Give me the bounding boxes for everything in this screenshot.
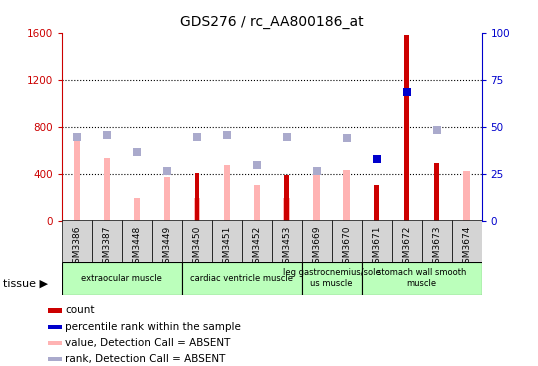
Bar bbox=[331, 220, 362, 262]
Bar bbox=[104, 158, 110, 221]
Text: GSM3673: GSM3673 bbox=[432, 226, 441, 269]
Text: GSM3450: GSM3450 bbox=[192, 226, 201, 269]
Text: percentile rank within the sample: percentile rank within the sample bbox=[66, 322, 241, 332]
Bar bbox=[302, 262, 362, 295]
Text: GSM3670: GSM3670 bbox=[342, 226, 351, 269]
Bar bbox=[133, 198, 140, 221]
Bar bbox=[182, 220, 212, 262]
Bar bbox=[47, 357, 62, 361]
Bar bbox=[285, 175, 289, 221]
Bar bbox=[284, 198, 290, 221]
Bar bbox=[74, 141, 80, 221]
Bar bbox=[164, 177, 170, 221]
Bar bbox=[451, 220, 482, 262]
Bar bbox=[392, 220, 422, 262]
Bar bbox=[362, 220, 392, 262]
Text: cardiac ventricle muscle: cardiac ventricle muscle bbox=[190, 274, 293, 283]
Text: GSM3671: GSM3671 bbox=[372, 226, 381, 269]
Text: leg gastrocnemius/sole
us muscle: leg gastrocnemius/sole us muscle bbox=[283, 268, 380, 288]
Text: GSM3387: GSM3387 bbox=[102, 226, 111, 269]
Text: GSM3453: GSM3453 bbox=[282, 226, 291, 269]
Bar bbox=[314, 171, 320, 221]
Text: GSM3449: GSM3449 bbox=[162, 226, 171, 269]
Bar bbox=[47, 309, 62, 313]
Bar bbox=[62, 262, 182, 295]
Bar bbox=[62, 220, 92, 262]
Bar bbox=[152, 220, 182, 262]
Bar bbox=[47, 341, 62, 345]
Bar bbox=[374, 185, 379, 221]
Bar bbox=[212, 220, 242, 262]
Bar bbox=[343, 169, 350, 221]
Text: GSM3669: GSM3669 bbox=[312, 226, 321, 269]
Bar bbox=[47, 325, 62, 329]
Bar bbox=[242, 220, 272, 262]
Bar bbox=[272, 220, 302, 262]
Bar bbox=[122, 220, 152, 262]
Bar bbox=[224, 165, 230, 221]
Bar bbox=[405, 35, 409, 221]
Bar bbox=[182, 262, 302, 295]
Text: GSM3674: GSM3674 bbox=[462, 226, 471, 269]
Text: GSM3448: GSM3448 bbox=[132, 226, 141, 269]
Title: GDS276 / rc_AA800186_at: GDS276 / rc_AA800186_at bbox=[180, 15, 364, 29]
Text: GSM3451: GSM3451 bbox=[222, 226, 231, 269]
Bar bbox=[195, 173, 199, 221]
Text: rank, Detection Call = ABSENT: rank, Detection Call = ABSENT bbox=[66, 354, 226, 364]
Text: value, Detection Call = ABSENT: value, Detection Call = ABSENT bbox=[66, 338, 231, 348]
Text: GSM3386: GSM3386 bbox=[72, 226, 81, 269]
Bar bbox=[302, 220, 331, 262]
Bar bbox=[463, 171, 470, 221]
Text: stomach wall smooth
muscle: stomach wall smooth muscle bbox=[377, 268, 466, 288]
Text: extraocular muscle: extraocular muscle bbox=[81, 274, 162, 283]
Text: tissue ▶: tissue ▶ bbox=[3, 279, 48, 289]
Text: count: count bbox=[66, 306, 95, 315]
Bar bbox=[253, 185, 260, 221]
Bar bbox=[92, 220, 122, 262]
Bar bbox=[362, 262, 482, 295]
Bar bbox=[434, 163, 439, 221]
Bar bbox=[422, 220, 451, 262]
Text: GSM3452: GSM3452 bbox=[252, 226, 261, 269]
Text: GSM3672: GSM3672 bbox=[402, 226, 411, 269]
Bar bbox=[194, 198, 200, 221]
